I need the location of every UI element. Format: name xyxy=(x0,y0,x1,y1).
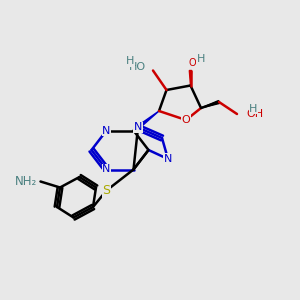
Text: HO: HO xyxy=(128,62,146,73)
Polygon shape xyxy=(201,100,220,108)
Text: H: H xyxy=(197,53,205,64)
Text: N: N xyxy=(164,154,172,164)
Text: H: H xyxy=(249,103,258,114)
Text: N: N xyxy=(102,164,111,175)
Text: H: H xyxy=(126,56,135,67)
Text: N: N xyxy=(134,122,142,133)
Polygon shape xyxy=(137,111,159,129)
Polygon shape xyxy=(189,70,192,86)
Text: NH₂: NH₂ xyxy=(15,175,38,188)
Text: O: O xyxy=(188,58,196,68)
Text: S: S xyxy=(103,184,110,197)
Text: O: O xyxy=(182,115,190,125)
Text: OH: OH xyxy=(246,109,263,119)
Text: N: N xyxy=(102,125,111,136)
